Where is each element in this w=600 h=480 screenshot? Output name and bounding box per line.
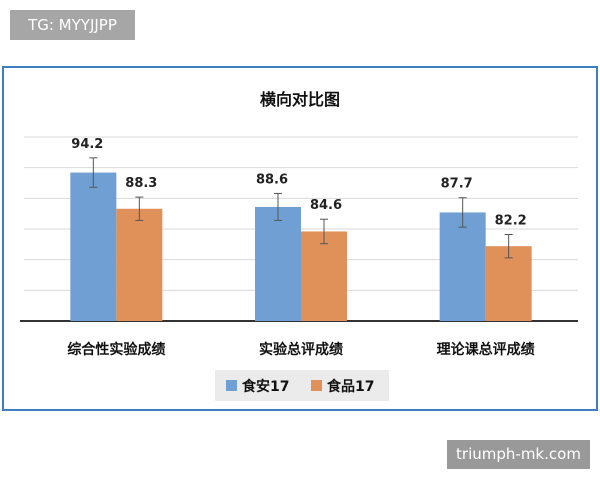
channel-badge: TG: MYYJJPP <box>10 10 135 40</box>
legend-box <box>215 370 389 401</box>
site-watermark: triumph-mk.com <box>447 440 590 469</box>
chart-panel: 横向对比图 94.2 88.3 综合性实验成绩 88.6 84.6 实验总评成绩 87.7 8… <box>2 66 598 411</box>
data-label: 82.2 <box>495 214 527 229</box>
data-label: 87.7 <box>441 177 473 192</box>
labels: 94.2 88.3 综合性实验成绩 88.6 84.6 实验总评成绩 87.7 82.2 理论课… <box>67 137 534 358</box>
bar-1 <box>70 172 117 321</box>
data-label: 88.6 <box>256 172 288 187</box>
bar-chart: 横向对比图 94.2 88.3 综合性实验成绩 88.6 84.6 实验总评成绩 87.7 8… <box>20 90 578 401</box>
bar-2 <box>485 246 532 321</box>
data-label: 94.2 <box>71 137 103 152</box>
chart-title: 横向对比图 <box>260 90 340 109</box>
bar-2 <box>301 231 347 321</box>
category-label: 理论课总评成绩 <box>437 341 535 358</box>
legend-label-2: 食品17 <box>327 378 374 395</box>
category-label: 综合性实验成绩 <box>67 341 165 358</box>
data-label: 84.6 <box>310 198 342 213</box>
bar-2 <box>116 208 163 321</box>
bar-1 <box>255 206 301 321</box>
legend-label-1: 食安17 <box>242 378 289 395</box>
data-label: 88.3 <box>125 176 157 191</box>
legend-swatch-2 <box>311 380 322 391</box>
bar-1 <box>439 212 486 321</box>
bars <box>70 157 532 321</box>
legend-swatch-1 <box>226 380 237 391</box>
category-label: 实验总评成绩 <box>259 341 343 358</box>
legend: 食安17 食品17 <box>215 370 389 401</box>
